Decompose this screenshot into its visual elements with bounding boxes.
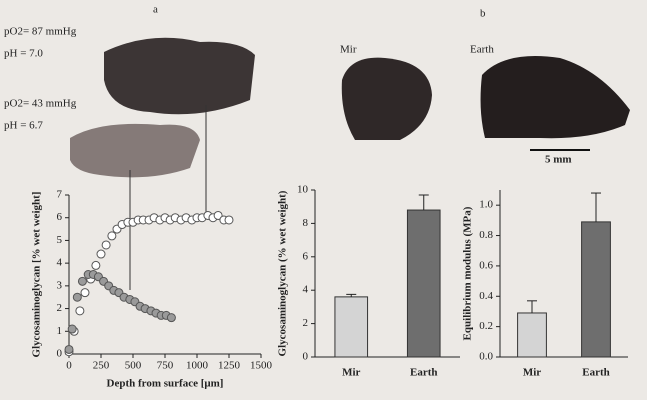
image-label: Earth: [470, 44, 494, 56]
y-tick-label: 6: [303, 250, 309, 262]
condition-label: pH = 7.0: [4, 48, 43, 60]
point: [224, 215, 234, 225]
y-tick-label: 10: [297, 184, 309, 196]
x-tick-label: Mir: [342, 367, 360, 379]
x-tick-label: Earth: [410, 367, 438, 379]
y-tick-label: 0.8: [479, 229, 493, 241]
y-tick-label: 0: [57, 348, 63, 360]
panel-label: a: [153, 4, 158, 16]
point: [107, 231, 117, 241]
tissue-image: [104, 37, 255, 115]
tissue-image: [341, 57, 432, 140]
y-tick-label: 0.0: [479, 351, 493, 363]
point: [64, 344, 74, 354]
y-tick-label: 2: [303, 317, 309, 329]
tissue-image: [70, 123, 200, 178]
bar: [406, 209, 441, 358]
y-tick-label: 4: [303, 284, 309, 296]
y-tick-label: 0.2: [479, 320, 493, 332]
y-tick-label: 8: [303, 217, 309, 229]
tissue-image: [480, 56, 630, 139]
point: [75, 306, 85, 316]
point: [67, 324, 77, 334]
scale-label: 5 mm: [545, 154, 572, 166]
point: [101, 240, 111, 250]
x-tick-label: 0: [66, 360, 72, 372]
x-tick-label: 1250: [218, 360, 241, 372]
point: [213, 210, 223, 220]
point: [80, 288, 90, 298]
y-tick-label: 0: [303, 351, 309, 363]
panel-label: b: [480, 8, 486, 20]
y-tick-label: 5: [57, 234, 63, 246]
x-tick-label: Mir: [523, 367, 541, 379]
x-tick-label: 500: [125, 360, 142, 372]
y-tick-label: 0.6: [479, 259, 493, 271]
y-tick-label: 1.0: [479, 199, 493, 211]
y-tick-label: 6: [57, 211, 63, 223]
x-tick-label: 250: [93, 360, 110, 372]
y-axis-label: Equilibrium modulus (MPa): [462, 206, 474, 340]
bar: [334, 296, 369, 358]
point: [91, 260, 101, 270]
y-axis-label: Glycosaminoglycan [% wet weight]: [31, 192, 43, 358]
x-axis-label: Depth from surface [μm]: [107, 378, 224, 390]
x-tick-label: 750: [157, 360, 174, 372]
y-tick-label: 3: [57, 279, 63, 291]
x-tick-label: 1000: [186, 360, 209, 372]
y-tick-label: 2: [57, 302, 63, 314]
y-tick-label: 7: [57, 189, 63, 201]
y-tick-label: 1: [57, 325, 63, 337]
point: [96, 249, 106, 259]
x-tick-label: 1500: [250, 360, 273, 372]
x-tick-label: Earth: [582, 367, 610, 379]
image-label: Mir: [340, 44, 357, 56]
y-tick-label: 0.4: [479, 290, 493, 302]
y-tick-label: 4: [57, 257, 63, 269]
condition-label: pO2= 43 mmHg: [4, 98, 77, 110]
point: [77, 276, 87, 286]
point: [166, 313, 176, 323]
y-axis-label: Glycosaminoglycan (% wet weight): [277, 190, 289, 356]
point: [72, 292, 82, 302]
bar: [517, 312, 547, 358]
condition-label: pH = 6.7: [4, 120, 43, 132]
condition-label: pO2= 87 mmHg: [4, 26, 77, 38]
bar: [581, 221, 611, 358]
